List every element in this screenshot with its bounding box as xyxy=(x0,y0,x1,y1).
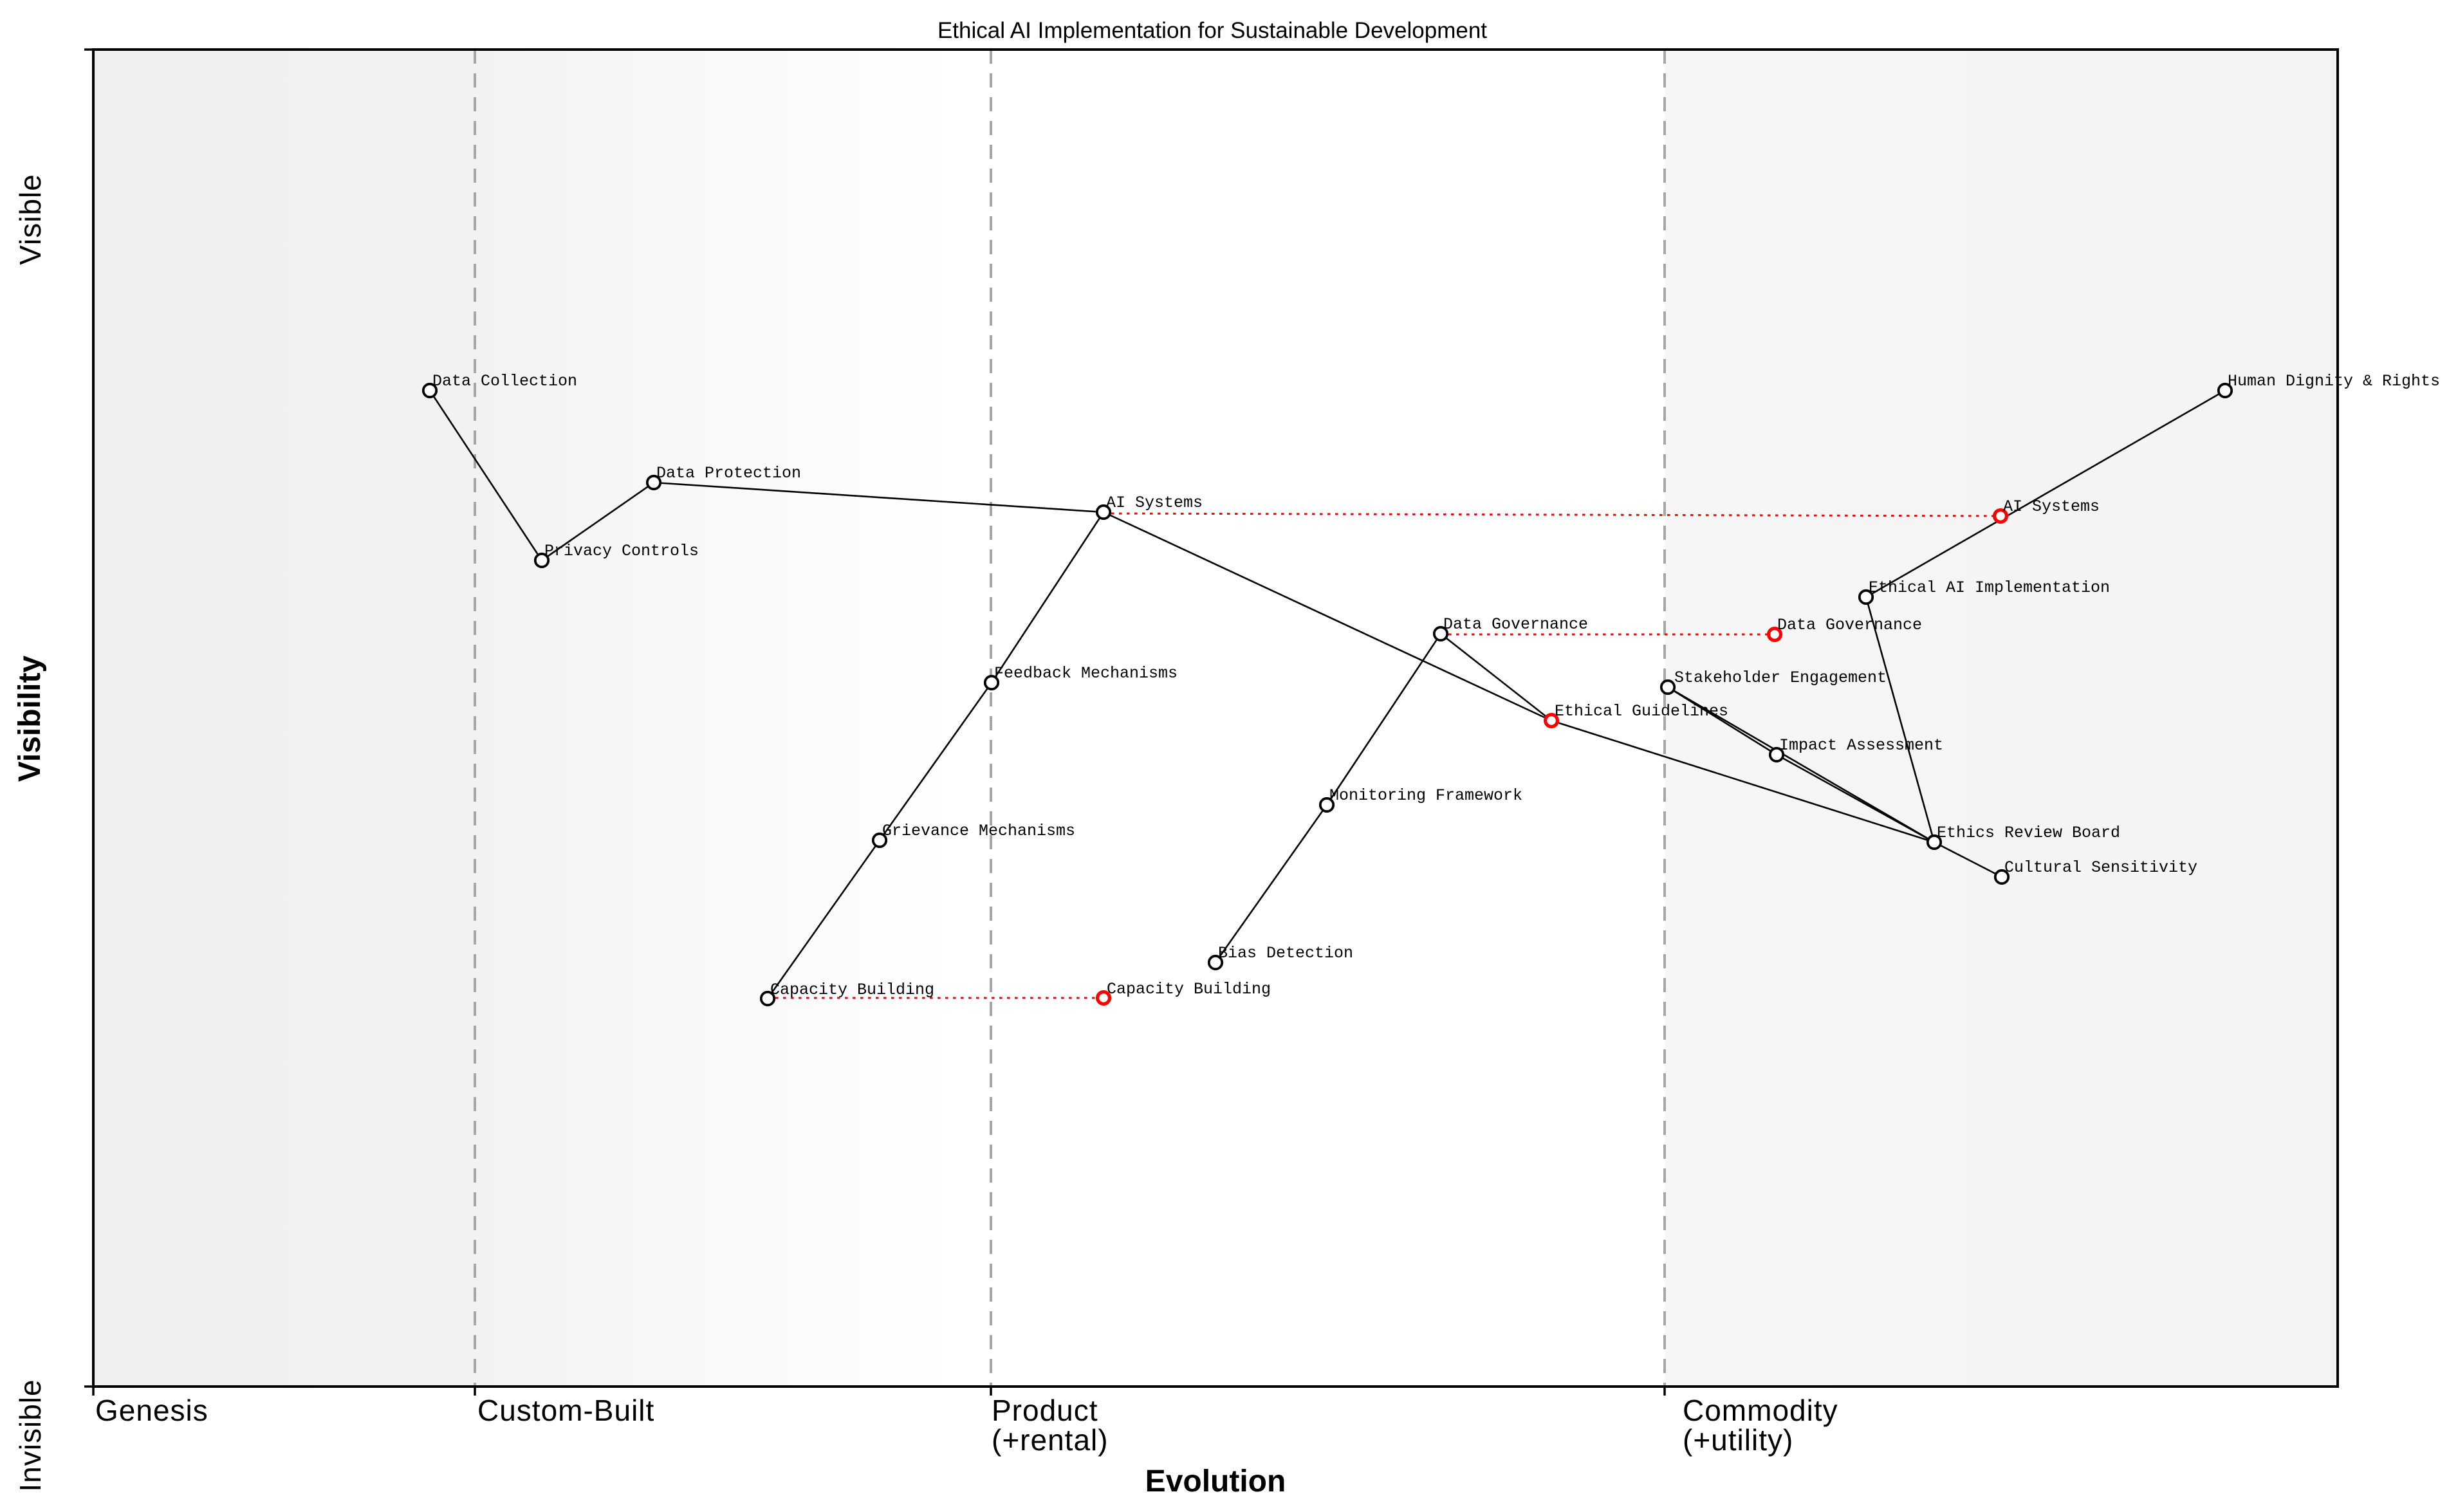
svg-text:Ethical AI Implementation for: Ethical AI Implementation for Sustainabl… xyxy=(938,18,1487,43)
svg-text:Ethical Guidelines: Ethical Guidelines xyxy=(1555,702,1728,721)
svg-text:(+rental): (+rental) xyxy=(992,1423,1109,1457)
svg-text:Capacity Building: Capacity Building xyxy=(770,981,934,999)
svg-text:Capacity Building: Capacity Building xyxy=(1107,980,1271,999)
svg-text:Bias Detection: Bias Detection xyxy=(1218,944,1353,963)
svg-text:Invisible: Invisible xyxy=(14,1379,47,1491)
svg-text:Ethical AI Implementation: Ethical AI Implementation xyxy=(1869,578,2110,597)
svg-text:Human Dignity & Rights: Human Dignity & Rights xyxy=(2228,372,2440,391)
svg-text:Monitoring Framework: Monitoring Framework xyxy=(1329,786,1522,805)
svg-text:Grievance Mechanisms: Grievance Mechanisms xyxy=(882,822,1075,840)
svg-text:Impact Assessment: Impact Assessment xyxy=(1779,736,1943,755)
svg-text:Visibility: Visibility xyxy=(13,655,47,782)
svg-text:Privacy Controls: Privacy Controls xyxy=(544,542,699,560)
svg-text:Stakeholder Engagement: Stakeholder Engagement xyxy=(1674,668,1887,687)
svg-text:Visible: Visible xyxy=(14,174,47,265)
svg-text:Data Collection: Data Collection xyxy=(432,372,577,391)
svg-text:Ethics Review Board: Ethics Review Board xyxy=(1937,824,2120,842)
svg-text:Cultural Sensitivity: Cultural Sensitivity xyxy=(2004,858,2197,877)
svg-text:AI Systems: AI Systems xyxy=(2003,497,2100,516)
svg-text:Evolution: Evolution xyxy=(1145,1464,1286,1498)
svg-text:Data Governance: Data Governance xyxy=(1443,615,1588,634)
svg-text:Custom-Built: Custom-Built xyxy=(477,1394,654,1427)
svg-text:Data Protection: Data Protection xyxy=(656,464,801,483)
svg-text:Product: Product xyxy=(992,1394,1098,1427)
svg-text:(+utility): (+utility) xyxy=(1683,1423,1793,1457)
svg-text:Data Governance: Data Governance xyxy=(1777,616,1922,634)
svg-text:Genesis: Genesis xyxy=(95,1394,208,1427)
svg-text:Commodity: Commodity xyxy=(1683,1394,1838,1427)
svg-text:AI Systems: AI Systems xyxy=(1106,493,1203,512)
svg-text:Feedback Mechanisms: Feedback Mechanisms xyxy=(994,664,1178,683)
